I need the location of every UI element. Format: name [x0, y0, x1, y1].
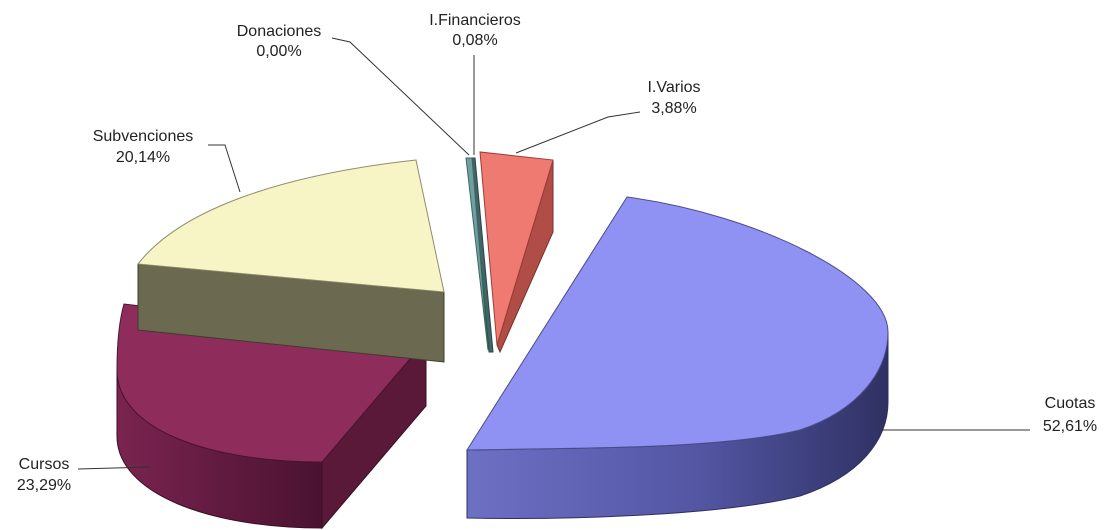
slice-ivarios: [479, 151, 554, 354]
slice-subvenciones-top: [137, 159, 445, 293]
label-cursos-name: Cursos: [19, 456, 70, 473]
label-cuotas-name: Cuotas: [1045, 395, 1096, 412]
leader-line-subvenciones: [208, 144, 241, 193]
label-cuotas-value: 52,61%: [1043, 418, 1097, 435]
label-financieros-name: I.Financieros: [429, 12, 521, 29]
leader-line-cursos: [77, 466, 151, 470]
label-ivarios-name: I.Varios: [647, 79, 700, 96]
label-subvenciones-value: 20,14%: [116, 149, 170, 166]
label-financieros-value: 0,08%: [452, 32, 497, 49]
slice-financieros-top: [465, 157, 489, 351]
leader-lines: [77, 37, 1030, 470]
label-cursos-value: 23,29%: [17, 477, 71, 494]
slice-ivarios-top: [479, 151, 554, 346]
slice-financieros: [465, 157, 494, 353]
label-donaciones-value: 0,00%: [256, 43, 301, 60]
leader-line-ivarios: [515, 111, 641, 154]
slice-subvenciones: [137, 159, 445, 363]
leader-line-donaciones: [331, 37, 470, 156]
slice-cuotas-top: [466, 196, 889, 451]
slice-cuotas: [466, 196, 889, 519]
label-subvenciones-name: Subvenciones: [93, 128, 194, 145]
label-donaciones-name: Donaciones: [237, 23, 322, 40]
label-ivarios-value: 3,88%: [651, 100, 696, 117]
slice-labels: Donaciones 0,00% I.Financieros 0,08% I.V…: [17, 12, 1097, 494]
